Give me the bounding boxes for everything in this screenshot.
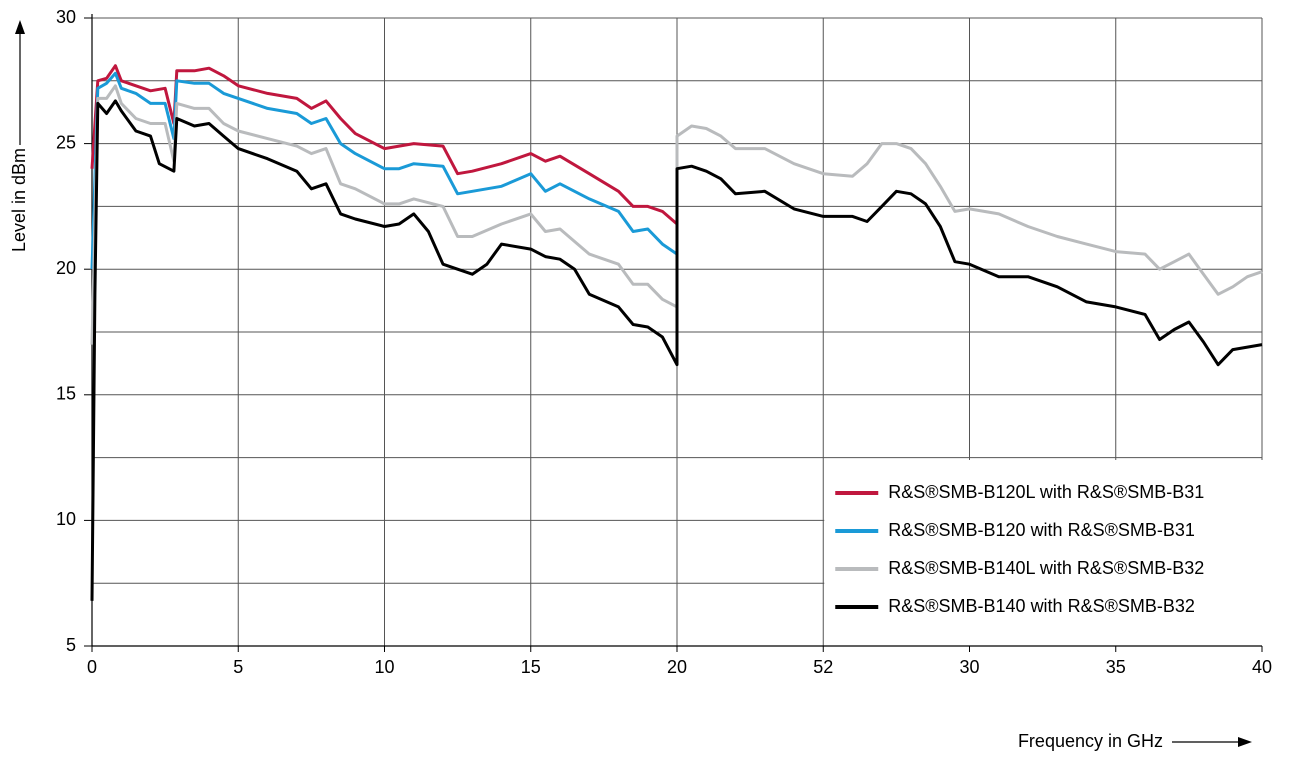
x-tick-label: 20	[667, 657, 687, 677]
series-line	[90, 64, 678, 226]
x-tick-label: 35	[1106, 657, 1126, 677]
y-axis-title: Level in dBm	[9, 20, 29, 252]
x-axis-label: Frequency in GHz	[1018, 731, 1163, 751]
y-axis-label: Level in dBm	[9, 148, 29, 252]
x-arrow-head	[1238, 737, 1252, 747]
legend-label: R&S®SMB-B140 with R&S®SMB-B32	[888, 596, 1195, 616]
x-tick-label: 15	[521, 657, 541, 677]
y-tick-label: 30	[56, 7, 76, 27]
x-tick-label: 30	[959, 657, 979, 677]
series-line	[90, 84, 1263, 345]
legend-background	[824, 460, 1263, 646]
legend-label: R&S®SMB-B120 with R&S®SMB-B31	[888, 520, 1195, 540]
x-axis-title: Frequency in GHz	[1018, 731, 1252, 751]
x-tick-label: 10	[374, 657, 394, 677]
series-line	[90, 71, 678, 270]
y-tick-label: 5	[66, 635, 76, 655]
legend-label: R&S®SMB-B120L with R&S®SMB-B31	[888, 482, 1204, 502]
series-line	[90, 99, 1263, 601]
y-arrow-head	[15, 20, 25, 34]
y-tick-label: 20	[56, 258, 76, 278]
y-tick-label: 25	[56, 132, 76, 152]
legend-label: R&S®SMB-B140L with R&S®SMB-B32	[888, 558, 1204, 578]
x-tick-label: 5	[233, 657, 243, 677]
y-tick-label: 15	[56, 384, 76, 404]
y-tick-label: 10	[56, 509, 76, 529]
x-tick-label: 52	[813, 657, 833, 677]
x-tick-label: 0	[87, 657, 97, 677]
x-tick-label: 40	[1252, 657, 1272, 677]
